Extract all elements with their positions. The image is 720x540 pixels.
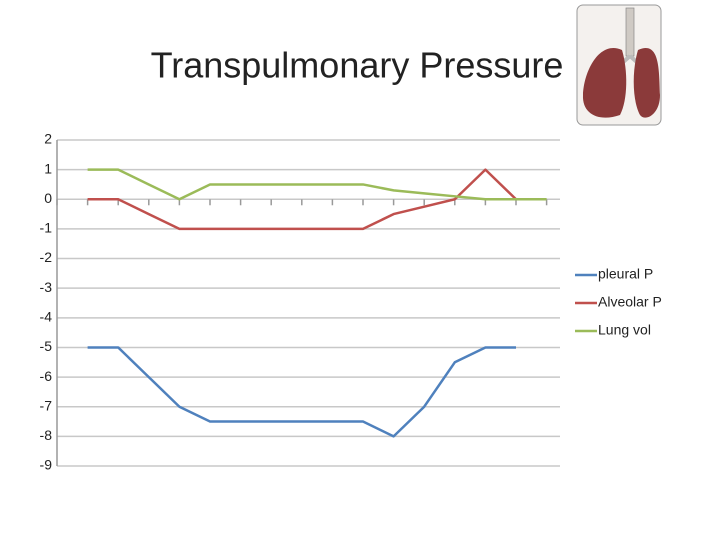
chart-title: Transpulmonary Pressure xyxy=(151,45,564,86)
y-tick-label: 2 xyxy=(44,131,52,147)
series-line xyxy=(87,346,516,438)
y-tick-label: -6 xyxy=(40,368,53,384)
y-tick-label: -1 xyxy=(40,220,53,236)
y-tick-label: -3 xyxy=(40,279,53,295)
series-line xyxy=(87,168,517,231)
legend-label: Alveolar P xyxy=(598,294,662,310)
y-tick-label: 0 xyxy=(44,190,52,206)
y-tick-label: -5 xyxy=(40,338,53,354)
lung-image xyxy=(576,4,662,126)
y-tick-label: -4 xyxy=(40,309,53,325)
y-tick-label: -8 xyxy=(40,427,53,443)
y-tick-label: 1 xyxy=(44,160,52,176)
legend-label: pleural P xyxy=(598,266,653,282)
y-tick-label: -7 xyxy=(40,397,53,413)
y-tick-label: -2 xyxy=(40,249,53,265)
legend-label: Lung vol xyxy=(598,322,651,338)
series-line xyxy=(87,168,547,201)
y-tick-label: -9 xyxy=(40,457,53,473)
